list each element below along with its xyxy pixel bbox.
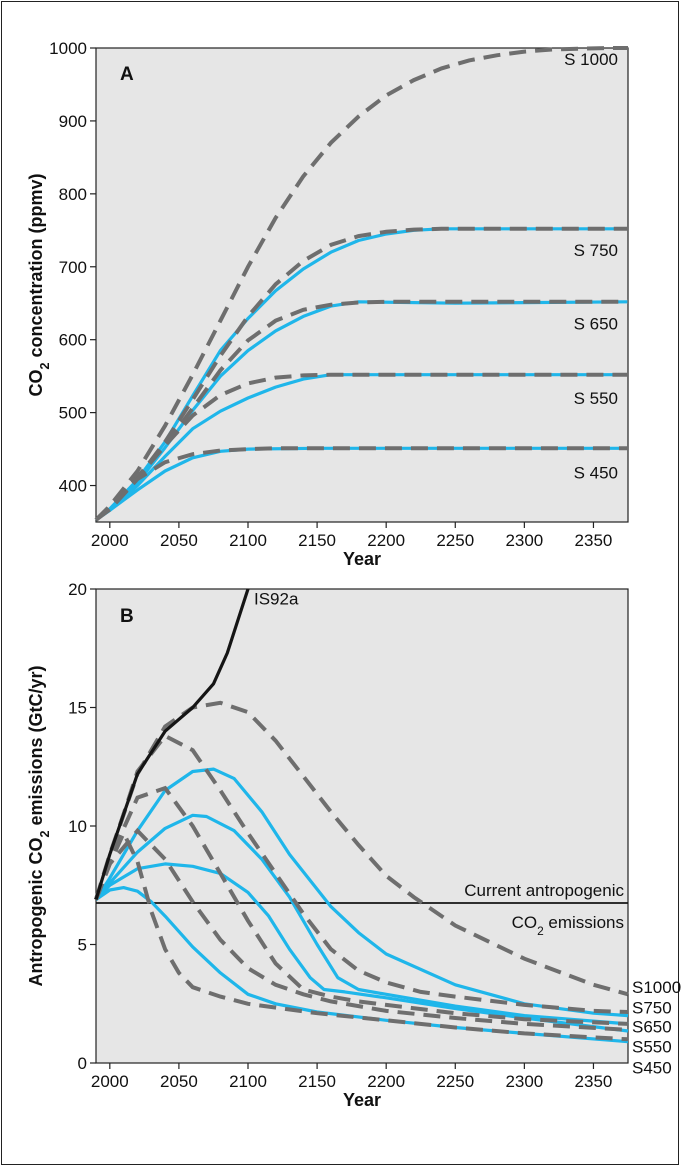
y-tick-label: 1000 xyxy=(49,39,87,58)
x-axis-label: Year xyxy=(343,1090,381,1110)
series-line-solid-9 xyxy=(95,886,629,1044)
x-tick-label: 2350 xyxy=(575,1072,613,1091)
y-tick-label: 600 xyxy=(59,331,87,350)
series-line-s650 xyxy=(94,785,629,1026)
x-tick-label: 2050 xyxy=(160,531,198,550)
x-tick-label: 2350 xyxy=(575,531,613,550)
series-line-solid-7 xyxy=(94,813,629,1026)
current-emissions-label: Current antropogenic xyxy=(464,881,624,900)
series-line-solid-6 xyxy=(94,767,629,1018)
x-tick-label: 2300 xyxy=(505,1072,543,1091)
x-tick-label: 2000 xyxy=(91,1072,129,1091)
series-line-solid-5 xyxy=(95,227,628,522)
y-axis-label: Antropogenic CO2 emissions (GtC/yr) xyxy=(26,665,52,986)
panel-b-co2-emissions: 0 5 10 15 20 2000 2050 2100 2150 2200 2250 2300 2350… xyxy=(26,580,681,1110)
y-tick-label: 400 xyxy=(59,477,87,496)
x-tick-label: 2300 xyxy=(505,531,543,550)
x-tick-label: 2000 xyxy=(91,531,129,550)
y-tick-label: 15 xyxy=(68,699,87,718)
y-axis-label: CO2 concentration (ppmv) xyxy=(26,173,52,396)
x-tick-label: 2250 xyxy=(436,531,474,550)
series-line-solid-6 xyxy=(95,300,629,522)
current-emissions-label-2: CO2 emissions xyxy=(512,913,624,938)
series-line-s450 xyxy=(94,828,629,1042)
panel-letter: A xyxy=(120,64,134,85)
y-tick-label: 900 xyxy=(59,112,87,131)
x-tick-label: 2200 xyxy=(367,1072,405,1091)
series-line-s1000 xyxy=(94,700,629,997)
series-line-solid-7 xyxy=(95,373,628,522)
series-label-s1000: S1000 xyxy=(632,978,681,997)
x-tick-label: 2050 xyxy=(160,1072,198,1091)
x-tick-label: 2150 xyxy=(298,531,336,550)
y-tick-label: 20 xyxy=(68,580,87,599)
series-line-s550 xyxy=(94,827,629,1032)
series-label-s1000: S 1000 xyxy=(564,50,618,69)
series-label-s450: S450 xyxy=(632,1059,672,1078)
series-label-is92a: IS92a xyxy=(254,589,299,608)
x-axis-label: Year xyxy=(343,549,381,569)
y-tick-label: 500 xyxy=(59,404,87,423)
y-tick-label: 5 xyxy=(78,936,87,955)
series-label-s750: S 750 xyxy=(574,241,618,260)
x-tick-label: 2150 xyxy=(298,1072,336,1091)
x-tick-label: 2200 xyxy=(367,531,405,550)
panel-letter: B xyxy=(120,606,134,627)
x-tick-label: 2100 xyxy=(229,1072,267,1091)
series-line-s1000 xyxy=(94,46,628,522)
x-tick-label: 2100 xyxy=(229,531,267,550)
series-line-is92a xyxy=(94,588,250,900)
y-tick-label: 10 xyxy=(68,817,87,836)
series-label-s550: S 550 xyxy=(574,389,618,408)
series-label-s650: S 650 xyxy=(574,315,618,334)
panel-a-co2-concentration: 400 500 600 700 800 900 1000 2000 2050 2100 2150 22… xyxy=(26,39,629,569)
series-label-s650: S650 xyxy=(632,1017,672,1036)
y-tick-label: 700 xyxy=(59,258,87,277)
series-line-s450 xyxy=(94,446,628,522)
plot-area xyxy=(95,588,629,1064)
y-tick-label: 0 xyxy=(78,1054,87,1073)
plot-area xyxy=(95,47,629,523)
series-line-solid-8 xyxy=(94,862,629,1033)
y-tick-label: 800 xyxy=(59,185,87,204)
series-label-s750: S750 xyxy=(632,998,672,1017)
series-label-s450: S 450 xyxy=(574,463,618,482)
series-label-s550: S550 xyxy=(632,1037,672,1056)
x-tick-label: 2250 xyxy=(436,1072,474,1091)
